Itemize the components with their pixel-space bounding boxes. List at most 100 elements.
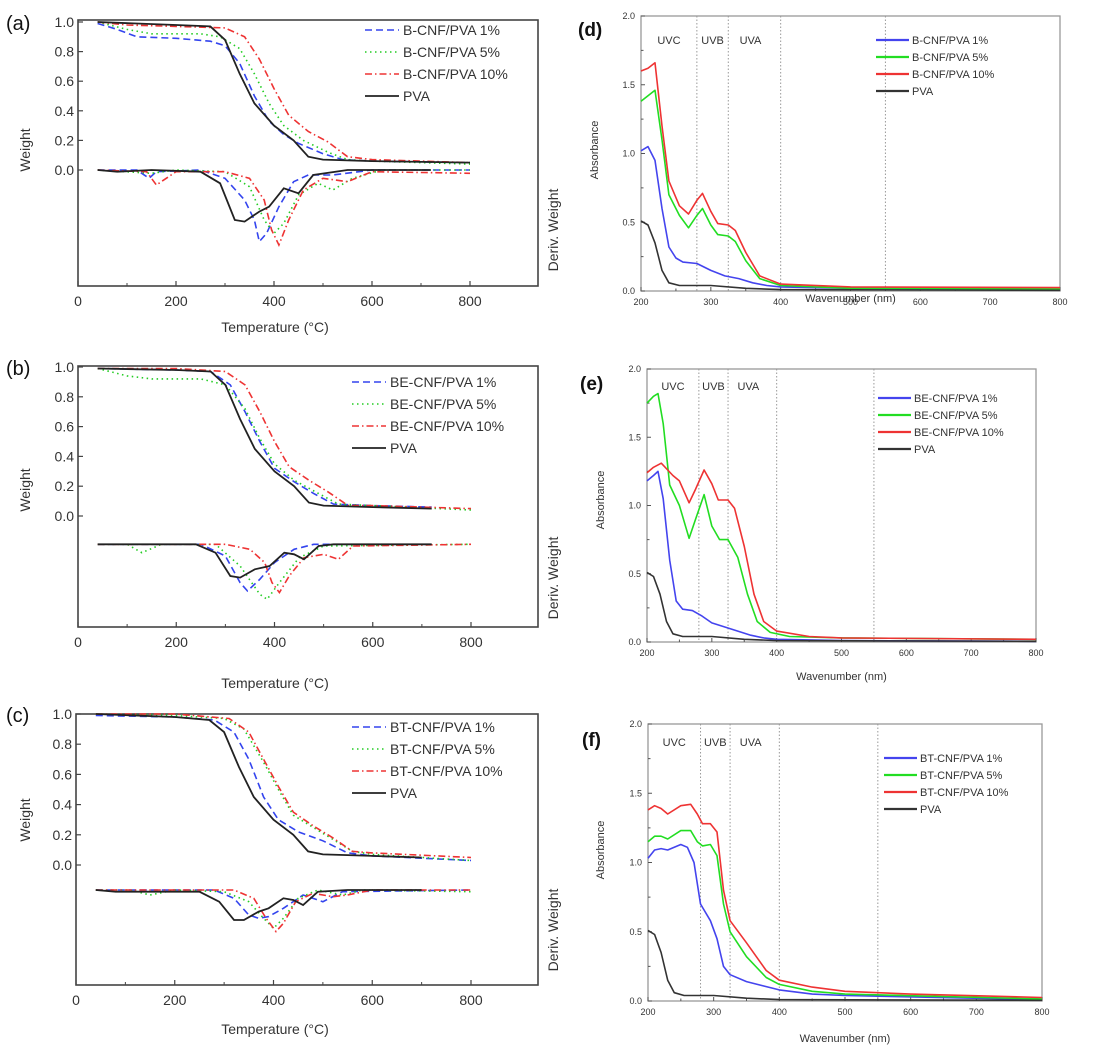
legend-label: BT-CNF/PVA 1% xyxy=(920,753,1003,765)
deriv-line xyxy=(97,169,470,235)
y-tick-label: 0.0 xyxy=(53,857,73,873)
series-pva: PVA xyxy=(95,713,422,921)
deriv-line xyxy=(97,169,431,223)
legend-label: B-CNF/PVA 5% xyxy=(912,52,988,64)
uv-panel-f: UVC UVB UVA 200 300 400 500 600 700 800 0.0 0.5 1.0 1… xyxy=(545,719,1050,1045)
absorbance-line xyxy=(647,929,1043,1002)
y-tick-label: 0.2 xyxy=(55,132,75,148)
legend-label: BE-CNF/PVA 1% xyxy=(390,374,496,390)
y-tick-label: 0.8 xyxy=(55,44,75,60)
x-tick-label: 500 xyxy=(843,297,858,307)
x-axis-label: Temperature (°C) xyxy=(221,675,329,691)
x-tick-label: 700 xyxy=(969,1007,984,1017)
y-tick-label: 1.5 xyxy=(628,432,641,442)
y-tick-label: 1.0 xyxy=(53,706,73,722)
region-label-uvb: UVB xyxy=(702,381,725,393)
weight-line xyxy=(97,22,471,164)
series-bt-cnf-pva-10-: BT-CNF/PVA 10% xyxy=(95,713,503,933)
deriv-line xyxy=(97,169,471,247)
x-tick-label: 200 xyxy=(640,1007,655,1017)
x-tick-label: 800 xyxy=(1028,648,1043,658)
deriv-weight-axis-label: Deriv. Weight xyxy=(545,189,561,272)
x-tick-label: 200 xyxy=(165,634,189,650)
deriv-line xyxy=(95,889,472,930)
region-label-uva: UVA xyxy=(737,381,759,393)
deriv-line xyxy=(95,889,472,920)
region-label-uvc: UVC xyxy=(657,35,680,47)
x-tick-label: 700 xyxy=(983,297,998,307)
y-tick-label: 0.2 xyxy=(53,827,73,843)
panel-label: (e) xyxy=(580,374,603,395)
legend-label: PVA xyxy=(390,785,418,801)
x-tick-label: 800 xyxy=(459,992,483,1008)
y-tick-label: 0.6 xyxy=(55,419,75,435)
series-be-cnf-pva-1-: BE-CNF/PVA 1% xyxy=(646,393,1037,643)
series-pva: PVA xyxy=(647,804,1043,1002)
y-tick-label: 0.0 xyxy=(628,637,641,647)
y-tick-label: 0.0 xyxy=(622,286,635,296)
y-tick-label: 0.5 xyxy=(622,217,635,227)
region-label-uvc: UVC xyxy=(661,381,684,393)
deriv-line xyxy=(97,543,472,595)
x-tick-label: 600 xyxy=(361,992,385,1008)
x-tick-label: 300 xyxy=(703,297,718,307)
y-tick-label: 1.5 xyxy=(622,80,635,90)
deriv-line xyxy=(95,889,471,933)
series-bt-cnf-pva-1-: BT-CNF/PVA 1% xyxy=(647,753,1043,1001)
panel-label: (d) xyxy=(578,20,602,41)
legend-label: BT-CNF/PVA 10% xyxy=(390,763,503,779)
plot-frame xyxy=(75,713,539,986)
absorbance-line xyxy=(646,392,1037,641)
x-tick-label: 0 xyxy=(74,634,82,650)
x-tick-label: 800 xyxy=(459,634,483,650)
deriv-line xyxy=(97,543,432,579)
weight-line xyxy=(97,21,471,164)
y-tick-label: 1.0 xyxy=(55,14,75,30)
x-axis-label: Wavenumber (nm) xyxy=(805,293,896,305)
legend-label: BT-CNF/PVA 5% xyxy=(920,770,1003,782)
x-tick-label: 700 xyxy=(964,648,979,658)
series-b-cnf-pva-10-: B-CNF/PVA 10% xyxy=(640,62,1061,289)
legend-label: B-CNF/PVA 1% xyxy=(403,22,500,38)
series-pva: PVA xyxy=(97,367,432,579)
y-tick-label: 0.0 xyxy=(55,162,75,178)
legend-label: BE-CNF/PVA 10% xyxy=(914,427,1004,439)
x-tick-label: 600 xyxy=(360,293,384,309)
x-axis-label: Wavenumber (nm) xyxy=(796,671,887,683)
legend-label: BE-CNF/PVA 5% xyxy=(914,410,998,422)
y-tick-label: 0.2 xyxy=(55,478,75,494)
y-tick-label: 0.5 xyxy=(628,569,641,579)
weight-line xyxy=(97,21,471,164)
series-bt-cnf-pva-5-: BT-CNF/PVA 5% xyxy=(95,713,495,930)
y-tick-label: 1.0 xyxy=(55,359,75,375)
y-axis-label: Weight xyxy=(17,128,33,171)
y-tick-label: 1.0 xyxy=(628,501,641,511)
weight-line xyxy=(95,713,422,859)
y-tick-label: 1.0 xyxy=(622,149,635,159)
absorbance-line xyxy=(646,470,1037,643)
weight-line xyxy=(97,367,432,508)
uv-panel-d: UVC UVB UVA 200 300 400 500 600 700 800 0.0 0.5 1.0 1… xyxy=(545,11,1068,307)
x-axis-label: Wavenumber (nm) xyxy=(800,1033,891,1045)
y-tick-label: 2.0 xyxy=(622,11,635,21)
plot-frame xyxy=(647,723,1043,1002)
legend-label: B-CNF/PVA 5% xyxy=(403,44,500,60)
y-axis-label: Weight xyxy=(17,798,33,841)
y-axis-label: Weight xyxy=(17,468,33,511)
x-tick-label: 0 xyxy=(72,992,80,1008)
legend-label: B-CNF/PVA 10% xyxy=(403,66,508,82)
x-tick-label: 200 xyxy=(164,293,188,309)
series-bt-cnf-pva-5-: BT-CNF/PVA 5% xyxy=(647,770,1043,1000)
absorbance-line xyxy=(647,843,1043,1001)
absorbance-line xyxy=(640,89,1061,290)
legend-label: BE-CNF/PVA 1% xyxy=(914,393,998,405)
absorbance-line xyxy=(646,462,1037,641)
y-tick-label: 0.4 xyxy=(53,797,73,813)
panel-label: (b) xyxy=(6,358,30,380)
x-tick-label: 400 xyxy=(769,648,784,658)
series-pva: PVA xyxy=(646,444,1037,643)
legend-label: BE-CNF/PVA 10% xyxy=(390,418,504,434)
x-tick-label: 600 xyxy=(913,297,928,307)
legend-label: PVA xyxy=(920,804,942,816)
x-tick-label: 800 xyxy=(1052,297,1067,307)
